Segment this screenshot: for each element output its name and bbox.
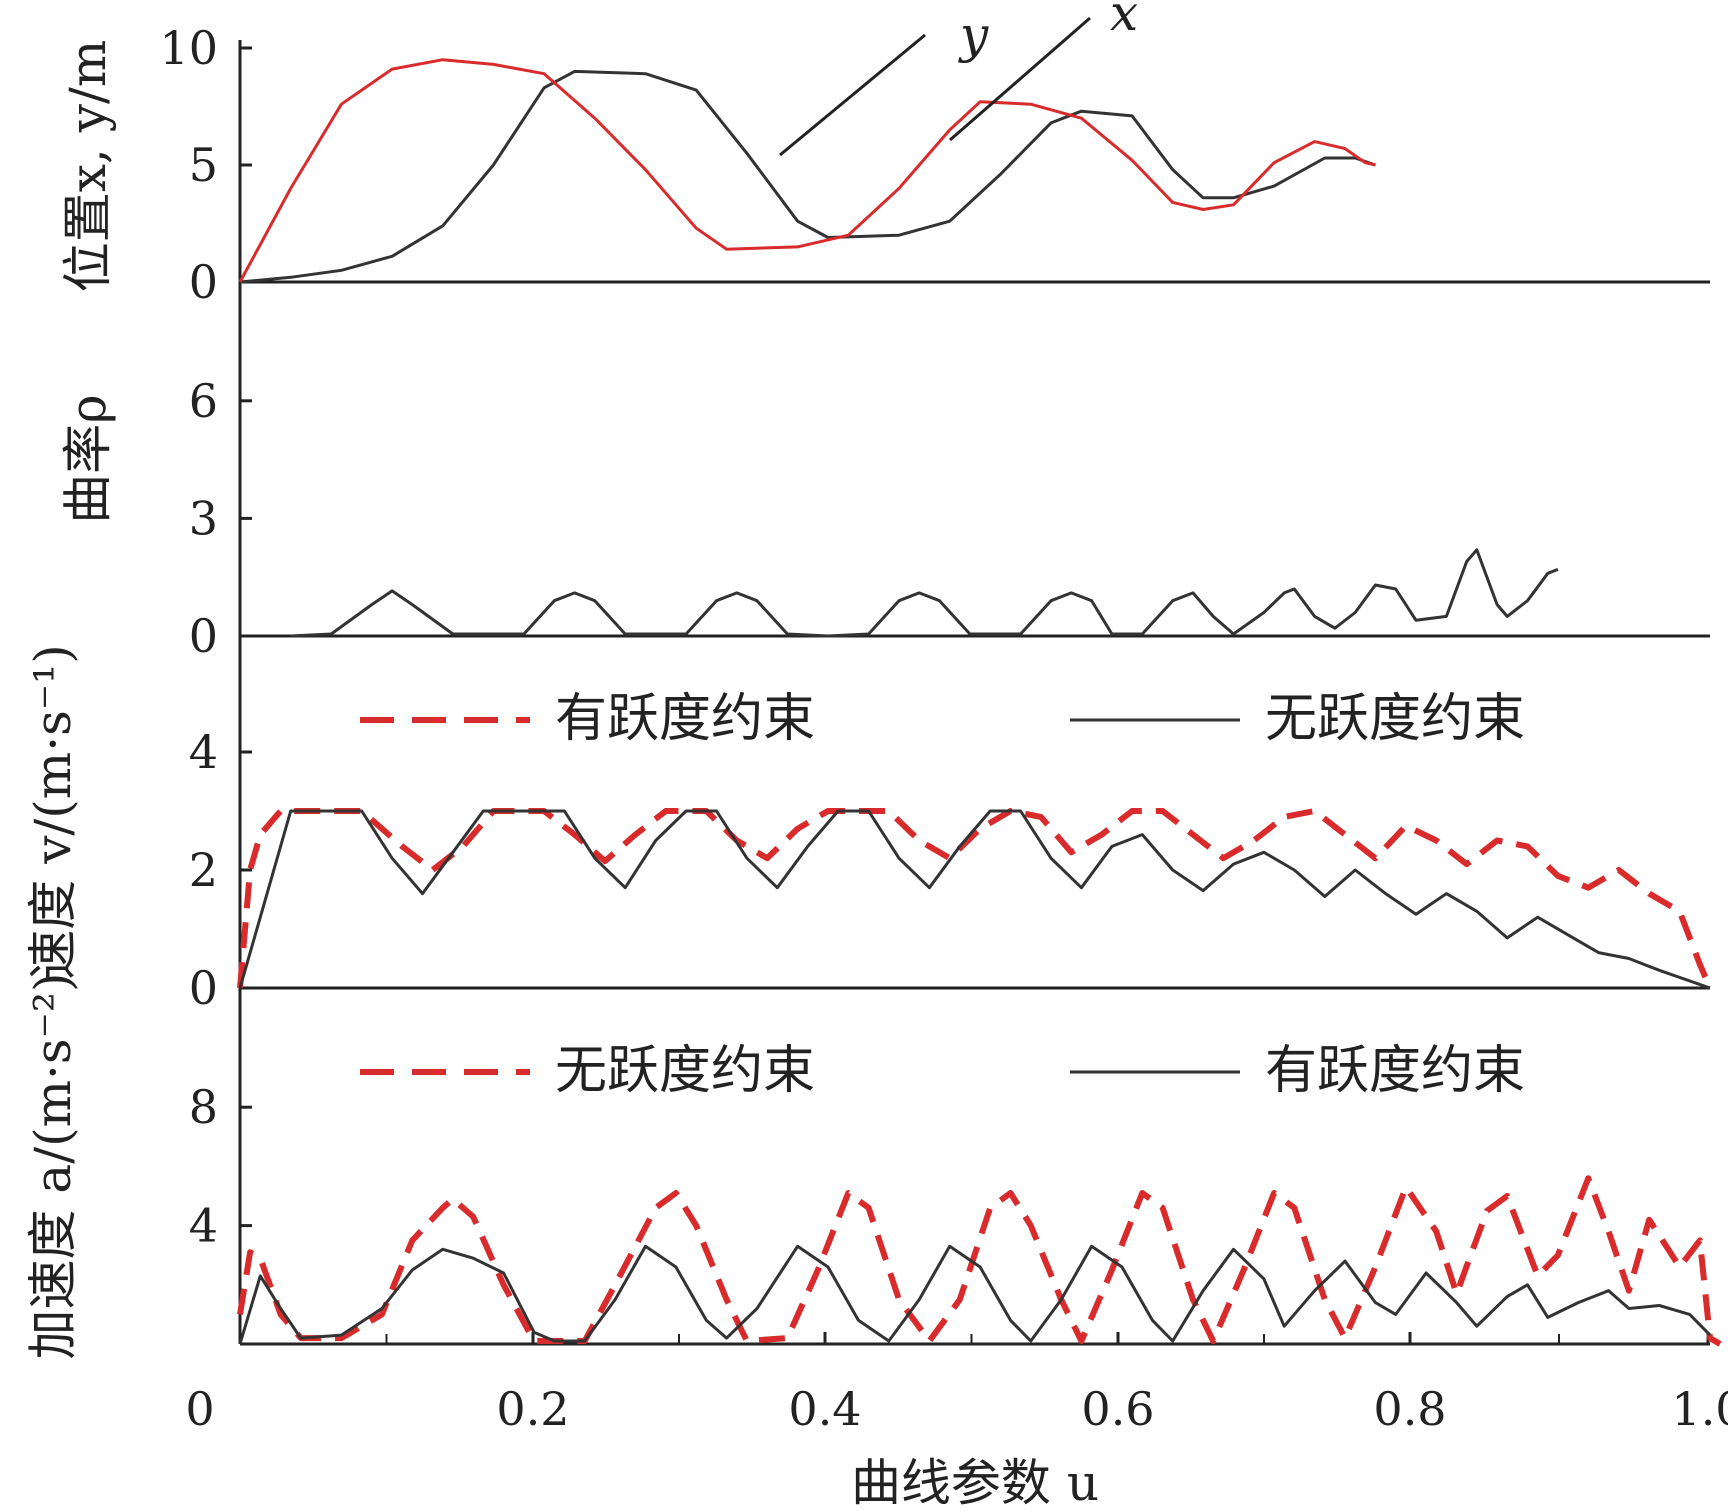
callout-label-x: x — [1110, 0, 1138, 42]
x-tick-label: 0.4 — [788, 1382, 861, 1436]
position-y-axis-label: 位置x, y/m — [59, 40, 117, 293]
x-tick-label: 0 — [185, 1382, 214, 1436]
position-series-y-1 — [238, 58, 1376, 283]
velocity-series-有跃度约束-0 — [237, 808, 1713, 990]
position-y-tick-label: 5 — [189, 138, 218, 192]
velocity-y-tick-label: 2 — [189, 843, 218, 897]
velocity-y-tick-label: 0 — [189, 961, 218, 1015]
acceleration-y-tick-label: 8 — [189, 1080, 218, 1134]
curvature-y-tick-label: 6 — [189, 374, 218, 428]
callout-leader-x — [949, 16, 1091, 142]
x-tick-label: 0.2 — [496, 1382, 569, 1436]
velocity-y-tick-label: 4 — [189, 725, 218, 779]
velocity-legend-label: 无跃度约束 — [1265, 689, 1525, 749]
position-y-tick-label: 10 — [159, 21, 218, 75]
acceleration-y-axis-label: 加速度 a/(m·s⁻²) — [24, 973, 82, 1360]
x-axis-label: 曲线参数 u — [851, 1454, 1099, 1511]
acceleration-series-有跃度约束-1 — [238, 1244, 1712, 1345]
x-tick-label: 1.0 — [1671, 1382, 1728, 1436]
position-y-tick-label: 0 — [189, 255, 218, 309]
curvature-series-line-0 — [290, 548, 1559, 638]
callout-leader-y — [779, 33, 926, 157]
acceleration-y-tick-label: 4 — [189, 1199, 218, 1253]
position-series-x-0 — [239, 69, 1376, 284]
x-tick-label: 0.8 — [1373, 1382, 1446, 1436]
velocity-legend-label: 有跃度约束 — [555, 689, 815, 749]
curvature-y-tick-label: 3 — [189, 491, 218, 545]
acceleration-legend-label: 无跃度约束 — [555, 1041, 815, 1101]
axes-layer — [238, 40, 1710, 1346]
callout-label-y: y — [958, 6, 989, 64]
curvature-y-tick-label: 0 — [189, 609, 218, 663]
velocity-y-axis-label: 速度 v/(m·s⁻¹) — [24, 644, 82, 979]
acceleration-series-无跃度约束-0 — [237, 1175, 1722, 1347]
x-tick-label: 0.6 — [1081, 1382, 1154, 1436]
velocity-series-无跃度约束-1 — [238, 809, 1711, 990]
acceleration-legend-label: 有跃度约束 — [1265, 1041, 1525, 1101]
series-layer — [237, 58, 1722, 1347]
text-layer: 0 0.2 0.4 0.6 0.8 1.0 曲线参数 u 0 5 10 位置x, y/m y x 0 3 6 曲… — [24, 0, 1728, 1511]
curvature-y-axis-label: 曲率ρ — [59, 394, 117, 523]
